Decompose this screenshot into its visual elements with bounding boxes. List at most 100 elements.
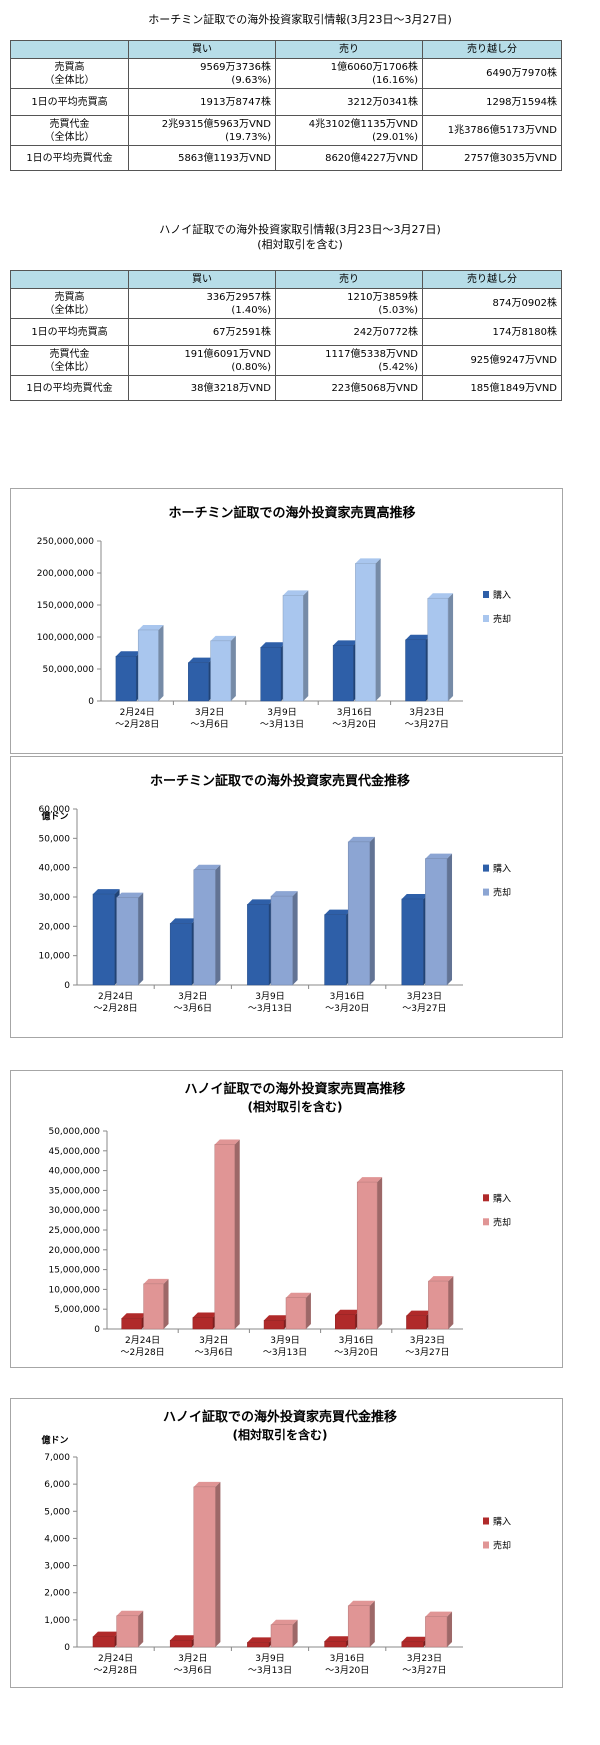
y-tick-label: 150,000,000: [37, 601, 95, 611]
y-tick-label: 0: [88, 697, 94, 707]
chart-title: ホーチミン証取での海外投資家売買代金推移: [150, 773, 410, 789]
net-cell: 185億1849万VND: [422, 375, 562, 401]
row-label: 1日の平均売買高: [10, 318, 129, 346]
y-tick-label: 250,000,000: [37, 537, 95, 547]
y-tick-label: 200,000,000: [37, 569, 95, 579]
bar-top: [405, 634, 431, 640]
sell-cell: 1117億5338万VND (5.42%): [275, 345, 423, 376]
y-tick-label: 0: [64, 981, 70, 991]
x-tick-label: 3月2日: [178, 1653, 207, 1664]
bar-top: [264, 1315, 289, 1321]
bar-top: [355, 558, 381, 564]
legend-swatch: [483, 888, 489, 896]
bar: [169, 1639, 193, 1648]
bar-top: [333, 640, 359, 646]
bar-top: [143, 1278, 169, 1284]
row-label: 1日の平均売買代金: [10, 375, 129, 401]
hcm-value-chart: ホーチミン証取での海外投資家売買代金推移 億ドン 0 10,000 20,000 30,0…: [10, 756, 563, 1038]
table-row: 売買代金 （全体比） 191億6091万VND (0.80%) 1117億5338万…: [10, 345, 562, 376]
bar-side: [292, 1619, 298, 1647]
y-axis-label: 億ドン: [41, 1434, 68, 1446]
y-tick-label: 30,000,000: [48, 1206, 100, 1216]
chart-title: ハノイ証取での海外投資家売買高推移: [184, 1081, 405, 1097]
chart-subtitle: (相対取引を含む): [233, 1427, 328, 1442]
legend-swatch: [483, 864, 489, 872]
buy-cell: 38億3218万VND: [128, 375, 276, 401]
x-tick-label: 〜2月28日: [121, 1347, 165, 1358]
net-cell: 874万0902株: [422, 288, 562, 319]
y-tick-label: 15,000,000: [48, 1266, 100, 1276]
x-tick-label: 〜3月13日: [248, 1665, 292, 1676]
x-tick-label: 〜3月6日: [174, 1003, 212, 1014]
bar: [92, 893, 115, 986]
bar-top: [324, 909, 352, 915]
bar-top: [170, 918, 197, 924]
x-tick-label: 3月16日: [330, 1653, 365, 1664]
y-tick-label: 50,000,000: [42, 665, 94, 675]
bar: [356, 1181, 378, 1330]
bar-side: [303, 590, 309, 701]
bar: [347, 1605, 371, 1648]
y-tick-label: 5,000,000: [54, 1305, 100, 1315]
y-axis-label: 億ドン: [41, 810, 68, 822]
bar-side: [305, 1292, 311, 1329]
bar-side: [292, 891, 298, 985]
bar-top: [115, 651, 142, 657]
bar: [192, 1317, 214, 1330]
x-tick-label: 3月16日: [339, 1335, 374, 1346]
y-tick-label: 35,000,000: [48, 1186, 100, 1196]
bar: [332, 645, 354, 702]
legend-swatch: [483, 1218, 489, 1226]
legend-label: 購入: [493, 1516, 511, 1528]
bar: [115, 655, 137, 702]
header-empty: [10, 40, 129, 59]
bar-side: [230, 635, 236, 701]
bar-top: [138, 624, 164, 630]
table1-title: ホーチミン証取での海外投資家取引情報(3月23日〜3月27日): [148, 13, 452, 26]
legend-label: 売却: [493, 887, 511, 899]
row-label: 売買代金 （全体比）: [10, 115, 129, 146]
y-tick-label: 0: [94, 1325, 100, 1335]
bar-top: [193, 864, 221, 870]
table2-subtitle: (相対取引を含む): [257, 238, 343, 251]
legend-swatch: [483, 1194, 489, 1202]
bar-side: [369, 1600, 375, 1647]
bar-top: [401, 1636, 429, 1642]
bar: [247, 1642, 270, 1648]
bar-side: [447, 853, 453, 985]
net-cell: 1兆3786億5173万VND: [422, 115, 562, 146]
x-tick-label: 〜3月6日: [195, 1347, 233, 1358]
row-label: 売買高 （全体比）: [10, 288, 129, 319]
table-row: 1日の平均売買高 67万2591株 242万0772株 174万8180株: [10, 318, 562, 346]
x-tick-label: 〜2月28日: [94, 1003, 138, 1014]
y-tick-label: 2,000: [44, 1589, 70, 1599]
y-tick-label: 6,000: [44, 1480, 70, 1490]
bar: [116, 897, 139, 986]
y-tick-label: 20,000: [39, 922, 71, 932]
y-tick-label: 25,000,000: [48, 1226, 100, 1236]
legend-swatch: [483, 591, 489, 598]
x-tick-label: 3月16日: [337, 707, 372, 718]
x-tick-label: 3月16日: [330, 991, 365, 1002]
x-tick-label: 〜3月13日: [248, 1003, 292, 1014]
bar-side: [448, 1276, 454, 1329]
hanoi-value-chart: ハノイ証取での海外投資家売買代金推移 (相対取引を含む) 億ドン 0 1,000 2,00…: [10, 1398, 563, 1688]
bar: [401, 1641, 424, 1648]
sell-cell: 242万0772株: [275, 318, 423, 346]
y-tick-label: 30,000: [39, 893, 71, 903]
table-row: 売買高 （全体比） 336万2957株 (1.40%) 1210万3859株 (5.0…: [10, 288, 562, 319]
x-tick-label: 3月9日: [270, 1335, 299, 1346]
y-tick-label: 45,000,000: [48, 1147, 100, 1157]
x-tick-label: 〜3月27日: [405, 1347, 449, 1358]
bar-top: [247, 1637, 274, 1643]
bar: [282, 595, 304, 702]
bar-top: [348, 836, 375, 842]
header-buy: 買い: [128, 40, 276, 59]
bar: [425, 858, 448, 986]
bar-top: [406, 1310, 432, 1316]
legend-label: 売却: [493, 613, 511, 625]
bar-top: [210, 635, 236, 641]
hcm-volume-chart: ホーチミン証取での海外投資家売買高推移 0 50,000,000 100,000,00…: [10, 488, 563, 754]
buy-cell: 67万2591株: [128, 318, 276, 346]
y-tick-label: 10,000,000: [48, 1285, 100, 1295]
